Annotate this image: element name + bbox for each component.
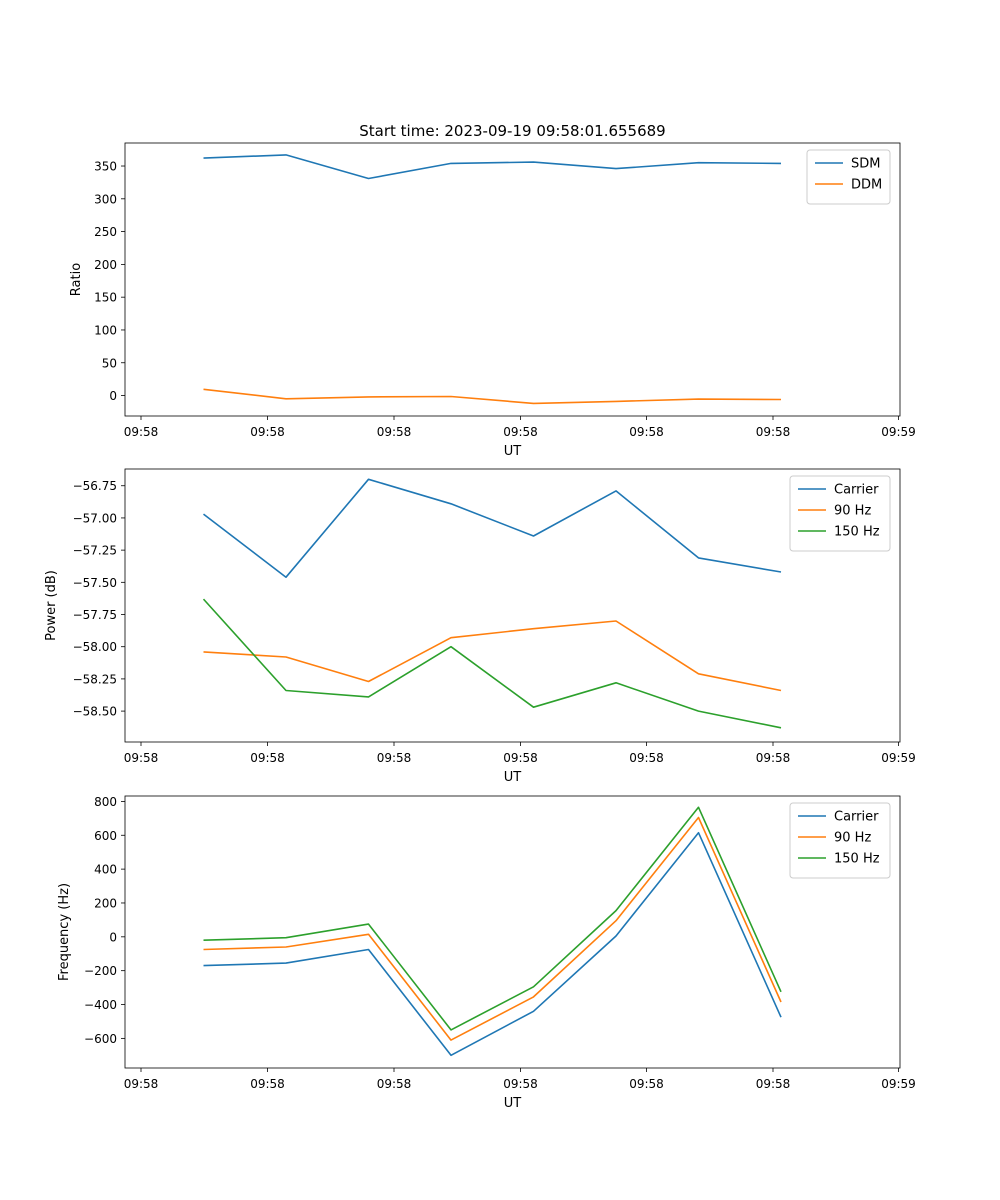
x-axis-label: UT bbox=[504, 444, 522, 459]
series-line-sdm bbox=[203, 154, 782, 180]
series-line-ddm bbox=[203, 388, 782, 405]
series-line-90-hz bbox=[203, 816, 782, 1041]
chart-title: Start time: 2023-09-19 09:58:01.655689 bbox=[359, 122, 665, 140]
y-tick-label: −200 bbox=[84, 964, 117, 978]
x-tick-label: 09:58 bbox=[124, 425, 159, 439]
series-line-carrier bbox=[203, 831, 782, 1057]
legend-label: Carrier bbox=[834, 483, 879, 498]
x-tick-label: 09:58 bbox=[629, 751, 664, 765]
x-tick-label: 09:58 bbox=[124, 1077, 159, 1091]
y-tick-label: 400 bbox=[94, 863, 117, 877]
x-tick-label: 09:58 bbox=[377, 1077, 412, 1091]
axes-frame bbox=[124, 142, 901, 417]
y-tick-label: 0 bbox=[109, 930, 117, 944]
legend-label: DDM bbox=[851, 178, 882, 193]
y-axis-label: Frequency (Hz) bbox=[57, 883, 72, 981]
y-tick-label: 0 bbox=[109, 389, 117, 403]
y-tick-label: −400 bbox=[84, 998, 117, 1012]
x-tick-label: 09:58 bbox=[250, 751, 285, 765]
series-line-150-hz bbox=[203, 806, 782, 1031]
x-tick-label: 09:58 bbox=[756, 1077, 791, 1091]
x-tick-label: 09:58 bbox=[503, 425, 538, 439]
y-tick-label: −57.25 bbox=[73, 544, 117, 558]
x-tick-label: 09:58 bbox=[377, 751, 412, 765]
legend bbox=[789, 475, 891, 552]
y-tick-label: −58.00 bbox=[73, 640, 117, 654]
axes-frame bbox=[124, 468, 901, 743]
legend-label: 150 Hz bbox=[834, 852, 880, 867]
x-axis-label: UT bbox=[504, 770, 522, 785]
frequency-panel: UT Frequency (Hz) 09:58 09:58 09:58 09:58 09… bbox=[57, 795, 916, 1111]
y-axis-label: Ratio bbox=[69, 263, 84, 296]
ratio-panel: Start time: 2023-09-19 09:58:01.655689 U… bbox=[69, 122, 916, 459]
x-tick-label: 09:58 bbox=[503, 1077, 538, 1091]
legend-label: 90 Hz bbox=[834, 504, 871, 519]
y-axis-label: Power (dB) bbox=[44, 570, 59, 641]
y-tick-label: 300 bbox=[94, 192, 117, 206]
series-line-90-hz bbox=[203, 620, 782, 692]
x-tick-label: 09:58 bbox=[250, 1077, 285, 1091]
y-tick-label: 50 bbox=[102, 356, 117, 370]
x-tick-label: 09:59 bbox=[881, 751, 916, 765]
series-line-carrier bbox=[203, 478, 782, 579]
y-tick-label: 200 bbox=[94, 258, 117, 272]
x-tick-label: 09:58 bbox=[503, 751, 538, 765]
x-tick-label: 09:58 bbox=[377, 425, 412, 439]
legend-label: 90 Hz bbox=[834, 831, 871, 846]
x-tick-label: 09:58 bbox=[124, 751, 159, 765]
x-tick-label: 09:58 bbox=[756, 751, 791, 765]
y-tick-label: 100 bbox=[94, 323, 117, 337]
legend-label: SDM bbox=[851, 157, 880, 172]
x-tick-label: 09:58 bbox=[250, 425, 285, 439]
y-tick-label: −600 bbox=[84, 1032, 117, 1046]
x-axis-label: UT bbox=[504, 1096, 522, 1111]
y-tick-label: 800 bbox=[94, 795, 117, 809]
y-tick-label: −56.75 bbox=[73, 479, 117, 493]
x-tick-label: 09:59 bbox=[881, 425, 916, 439]
y-tick-label: 150 bbox=[94, 291, 117, 305]
y-tick-label: 600 bbox=[94, 829, 117, 843]
power-panel: UT Power (dB) 09:58 09:58 09:58 09:58 09:58 0… bbox=[44, 468, 916, 785]
x-tick-label: 09:58 bbox=[756, 425, 791, 439]
y-tick-label: 250 bbox=[94, 225, 117, 239]
y-tick-label: −58.25 bbox=[73, 672, 117, 686]
y-tick-label: −58.50 bbox=[73, 705, 117, 719]
x-tick-label: 09:59 bbox=[881, 1077, 916, 1091]
legend-label: Carrier bbox=[834, 810, 879, 825]
y-tick-label: −57.50 bbox=[73, 576, 117, 590]
x-tick-label: 09:58 bbox=[629, 1077, 664, 1091]
series-line-150-hz bbox=[202, 598, 782, 729]
axes-frame bbox=[124, 795, 901, 1069]
y-tick-label: 350 bbox=[94, 160, 117, 174]
y-tick-label: −57.00 bbox=[73, 511, 117, 525]
y-tick-label: −57.75 bbox=[73, 608, 117, 622]
legend-label: 150 Hz bbox=[834, 525, 880, 540]
y-tick-label: 200 bbox=[94, 896, 117, 910]
x-tick-label: 09:58 bbox=[629, 425, 664, 439]
legend bbox=[789, 802, 891, 879]
